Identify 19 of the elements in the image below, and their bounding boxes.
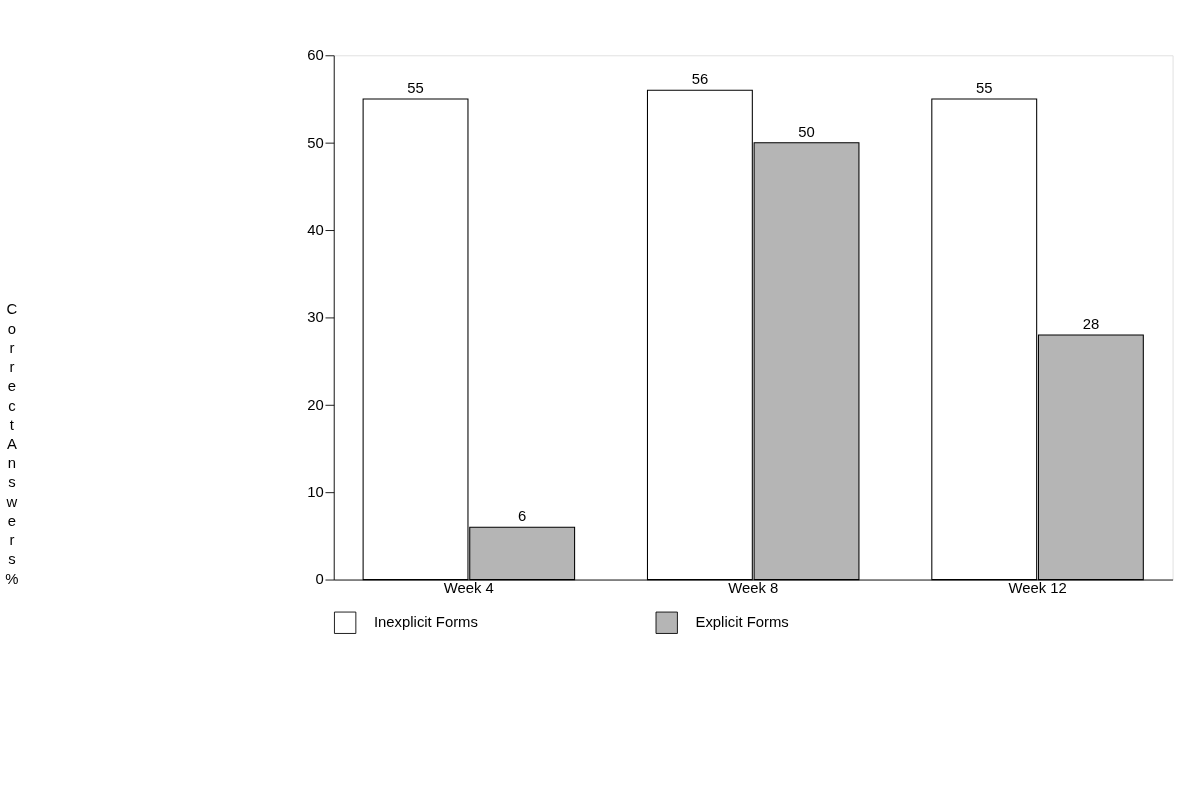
data-label: 55: [975, 79, 993, 96]
data-label: 6: [518, 508, 527, 525]
text: Correct Answers %: [5, 301, 19, 587]
y-tick-label: 40: [307, 221, 324, 238]
y-tick-label: 20: [307, 396, 324, 413]
legend-label: Explicit Forms: [695, 614, 789, 631]
y-tick-label: 30: [307, 309, 324, 326]
y-tick-label: 60: [307, 47, 324, 64]
data-label: 56: [691, 71, 709, 88]
x-tick-label: Week 8: [728, 580, 779, 597]
legend-label: Inexplicit Forms: [373, 614, 478, 631]
data-label: 55: [407, 79, 424, 96]
data-label: 28: [1082, 315, 1100, 332]
x-tick-label: Week 4: [443, 580, 494, 597]
y-tick-label: 10: [307, 484, 324, 501]
y-tick-label: 50: [307, 134, 324, 151]
y-tick-label: 0: [315, 571, 324, 588]
x-tick-label: Week 12: [1008, 580, 1067, 597]
data-label: 50: [798, 123, 815, 140]
